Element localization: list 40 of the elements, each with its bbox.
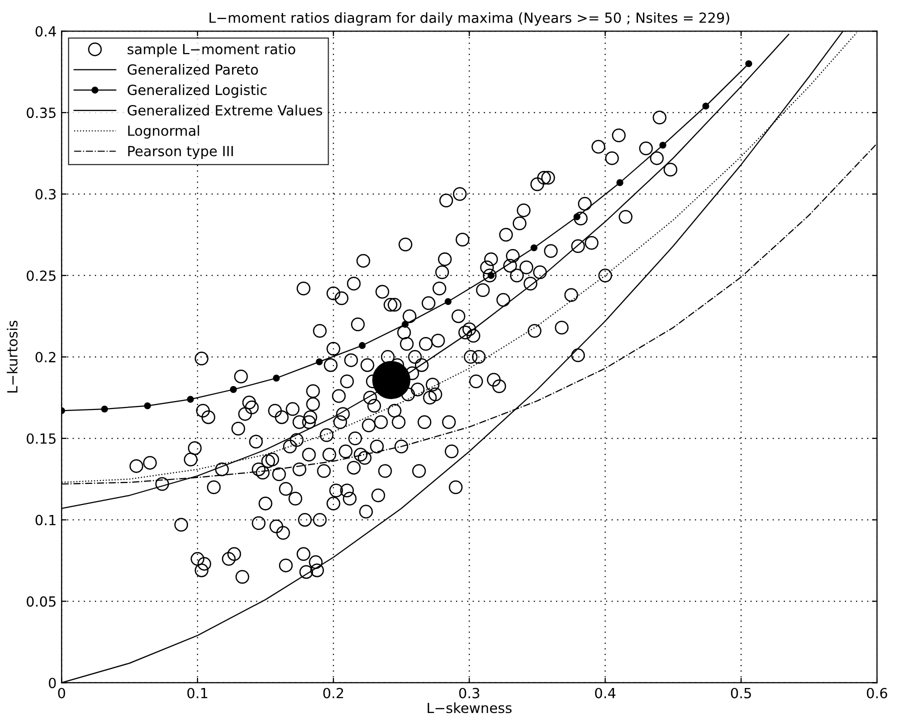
y-tick-label: 0.05 [26, 596, 56, 607]
point [616, 179, 624, 186]
y-tick-label: 0.4 [36, 26, 56, 37]
x-tick-label: 0.4 [595, 688, 616, 698]
point [186, 396, 194, 403]
legend-label: Generalized Logistic [128, 84, 267, 98]
legend-label: Generalized Extreme Values [128, 104, 322, 116]
y-tick-label: 0 [48, 678, 56, 688]
chart-title: L−moment ratios diagram for daily maxima (Nyears >= 50 ; Nsites = 229) [210, 12, 730, 26]
x-axis-title: L−skewness [428, 702, 512, 714]
y-tick-label: 0.35 [26, 108, 56, 118]
point [530, 244, 538, 252]
y-tick-label: 0.2 [36, 352, 56, 362]
point [272, 374, 280, 382]
legend-label: sample L−moment ratio [128, 44, 296, 58]
x-tick-label: 0.1 [187, 688, 208, 698]
point [144, 402, 151, 410]
x-tick-label: 0.5 [730, 688, 751, 698]
y-axis-title: L−kurtosis [6, 320, 18, 392]
point [230, 386, 237, 393]
y-tick-label: 0.25 [26, 270, 56, 281]
legend-label: Pearson type III [128, 146, 233, 160]
point [316, 358, 323, 366]
x-tick-label: 0.6 [866, 688, 888, 698]
y-tick-label: 0.15 [26, 433, 56, 444]
point [702, 102, 710, 110]
point [101, 406, 108, 413]
point [358, 342, 366, 349]
point [402, 320, 409, 328]
legend-label: Lognormal [128, 125, 200, 139]
x-tick-label: 0.3 [459, 688, 480, 698]
point [659, 142, 666, 149]
point [444, 298, 452, 306]
point [745, 60, 752, 68]
x-tick-label: 0 [58, 688, 66, 698]
legend-label: Generalized Pareto [128, 64, 258, 75]
y-tick-label: 0.3 [36, 189, 56, 200]
x-tick-label: 0.2 [323, 688, 344, 698]
point [573, 213, 580, 220]
y-tick-label: 0.1 [36, 514, 56, 526]
